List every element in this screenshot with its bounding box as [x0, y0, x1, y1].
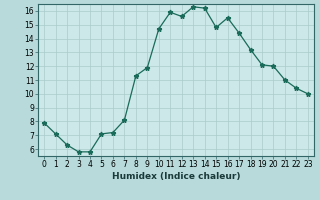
X-axis label: Humidex (Indice chaleur): Humidex (Indice chaleur)	[112, 172, 240, 181]
